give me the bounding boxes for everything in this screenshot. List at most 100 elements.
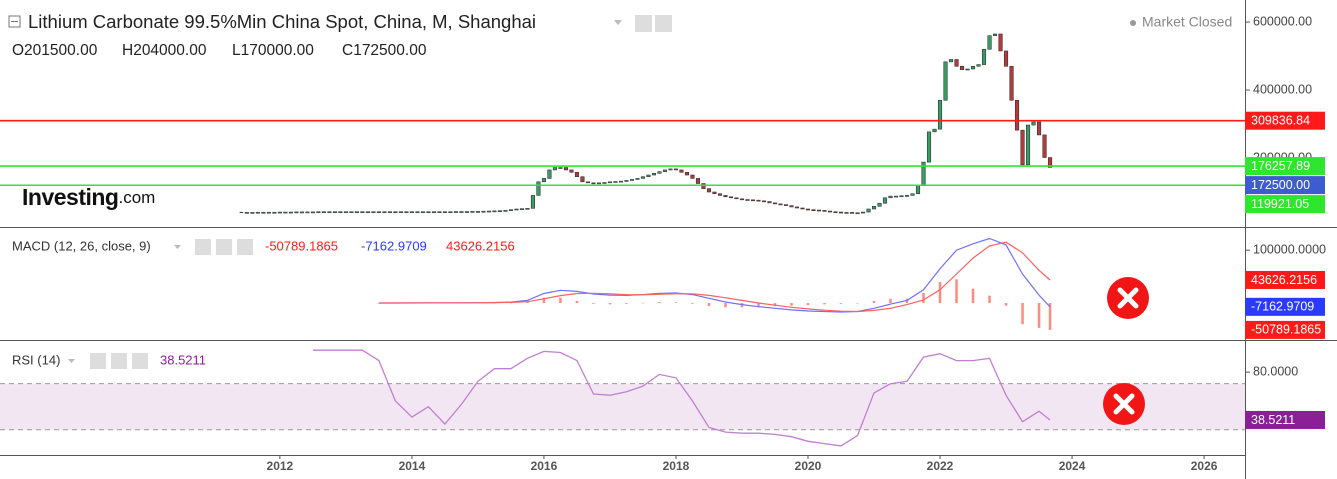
candle (970, 65, 976, 70)
chart-title: Lithium Carbonate 99.5%Min China Spot, C… (28, 11, 536, 32)
axis-value-box (1245, 297, 1325, 316)
candle (684, 172, 690, 176)
candle (404, 211, 409, 214)
histogram-bar (526, 301, 529, 304)
candle (420, 211, 425, 214)
axis-value-label: -7162.9709 (1251, 300, 1314, 314)
candle (541, 178, 546, 183)
candle (948, 59, 954, 63)
x-tick-label: 2026 (1191, 459, 1218, 473)
candle (338, 211, 343, 214)
candle (442, 211, 447, 214)
candle (497, 210, 502, 213)
candle (244, 212, 249, 214)
candle (910, 193, 915, 196)
eye-button[interactable] (635, 15, 652, 32)
histogram-bar (658, 301, 661, 304)
candle (1036, 121, 1042, 136)
candle (888, 195, 893, 199)
candle (481, 210, 486, 213)
candle (316, 211, 321, 214)
macd-title: MACD (12, 26, close, 9) (12, 238, 151, 253)
candle (932, 128, 937, 133)
rsi-title: RSI (14) (12, 352, 60, 367)
candle (1047, 157, 1053, 168)
histogram-bar (988, 295, 991, 304)
settings-button[interactable] (111, 353, 127, 369)
histogram-bar (757, 303, 760, 307)
watermark-brand: Investing (22, 184, 118, 210)
remove-button[interactable] (237, 239, 253, 255)
candle (613, 181, 618, 183)
candle (893, 195, 899, 198)
axis-value-label: 172500.00 (1251, 178, 1310, 192)
candle (822, 210, 827, 212)
candle (981, 48, 987, 65)
candle (668, 168, 673, 171)
candle (778, 203, 783, 206)
candle (547, 169, 552, 179)
candle (409, 211, 414, 214)
histogram-bar (971, 288, 975, 304)
ohlc-value: C172500.00 (342, 42, 427, 59)
candle (574, 172, 580, 178)
y-tick-label: 400000.00 (1253, 82, 1312, 96)
candle (954, 59, 959, 67)
y-tick-label: 600000.00 (1253, 14, 1312, 28)
histogram-bar (674, 302, 678, 304)
candle (860, 211, 866, 214)
labels-layer: 20122014201620182020202220242026200000.0… (160, 14, 1326, 473)
candle (871, 205, 877, 210)
candle (618, 180, 624, 183)
legend-value: 38.5211 (160, 352, 206, 367)
candle (277, 211, 282, 214)
candle (635, 178, 640, 180)
histogram-bar (592, 303, 595, 304)
histogram-bar (856, 303, 859, 304)
candle (371, 211, 376, 214)
dropdown-arrow[interactable] (614, 20, 622, 25)
candle (690, 174, 695, 179)
candle (464, 211, 469, 213)
candle (723, 195, 728, 198)
candle (728, 196, 734, 199)
histogram-bar (559, 297, 562, 304)
candle (706, 188, 712, 193)
candle (877, 202, 882, 207)
bands-layer (0, 383, 1245, 431)
candle (646, 174, 651, 178)
candle (651, 173, 657, 176)
eye-button[interactable] (90, 353, 106, 369)
dropdown-arrow[interactable] (174, 245, 181, 249)
candle (959, 65, 965, 70)
axis-value-box (1245, 410, 1325, 429)
axis-value-box (1245, 320, 1325, 339)
remove-button[interactable] (132, 353, 148, 369)
x-tick-label: 2024 (1059, 459, 1086, 473)
histogram-bar (872, 300, 876, 304)
candle (255, 211, 260, 214)
settings-button[interactable] (655, 15, 672, 32)
candle (365, 211, 370, 214)
dropdown-arrow[interactable] (68, 359, 75, 363)
candle (475, 211, 480, 213)
collapse-button[interactable] (8, 15, 21, 28)
candle (833, 211, 838, 214)
candle (745, 199, 750, 201)
axis-value-box (1245, 270, 1325, 289)
axis-value-label: 38.5211 (1251, 413, 1295, 427)
candle (585, 181, 591, 184)
histogram-bar (608, 303, 612, 305)
candle (558, 167, 563, 169)
axis-value-label: 119921.05 (1251, 197, 1309, 211)
candle (492, 210, 497, 213)
eye-button[interactable] (195, 239, 211, 255)
candle (310, 211, 315, 214)
candle (580, 176, 585, 183)
candle (915, 184, 921, 195)
candle (387, 211, 392, 214)
rsi-line (312, 349, 1051, 447)
candle (376, 211, 381, 214)
ohlc-value: H204000.00 (122, 42, 207, 59)
settings-button[interactable] (216, 239, 232, 255)
